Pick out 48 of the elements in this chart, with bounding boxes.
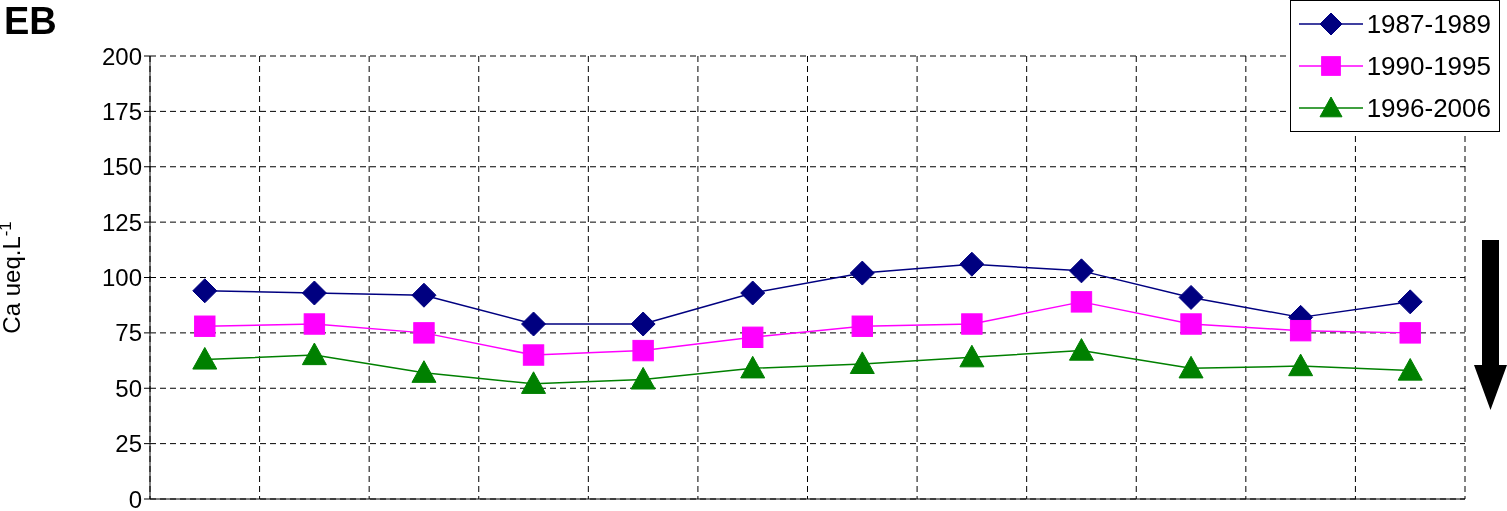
y-tick-label: 0 (128, 485, 142, 511)
point (849, 260, 875, 286)
legend-label: 1987-1989 (1366, 8, 1491, 40)
point (192, 346, 218, 370)
point (411, 360, 437, 383)
point (1178, 355, 1204, 379)
y-tick-label: 150 (101, 153, 142, 181)
point (959, 251, 985, 277)
point (521, 371, 547, 394)
legend-label: 1990-1995 (1366, 50, 1491, 82)
point (1070, 291, 1093, 313)
point (301, 342, 327, 366)
point (1397, 289, 1423, 315)
y-tick-label: 125 (101, 208, 142, 236)
chart-title: EB (4, 0, 57, 43)
point (1068, 338, 1094, 361)
point (961, 313, 983, 335)
point (303, 313, 326, 335)
point (413, 322, 435, 344)
point (959, 344, 985, 368)
point (1399, 322, 1421, 344)
point (301, 280, 327, 306)
point (1288, 353, 1314, 377)
point (740, 355, 766, 379)
point (632, 339, 654, 362)
point (1289, 319, 1312, 342)
y-tick-label: 25 (115, 430, 142, 458)
y-tick-label: 175 (101, 97, 142, 125)
point (742, 326, 764, 349)
point (851, 315, 873, 337)
point (521, 311, 547, 337)
point (1397, 358, 1423, 381)
point (1178, 284, 1204, 310)
point (522, 344, 545, 366)
point (411, 282, 437, 308)
point (192, 278, 218, 304)
legend-label: 1996-2006 (1366, 92, 1491, 124)
point (1068, 258, 1094, 284)
point (849, 351, 875, 374)
y-tick-label: 200 (101, 42, 142, 70)
point (740, 280, 766, 306)
point (1180, 313, 1202, 335)
y-tick-label: 100 (101, 264, 142, 292)
y-tick-label: 50 (115, 374, 142, 402)
point (630, 311, 656, 337)
y-tick-label: 75 (115, 319, 142, 347)
point (194, 315, 216, 337)
point (630, 366, 656, 390)
